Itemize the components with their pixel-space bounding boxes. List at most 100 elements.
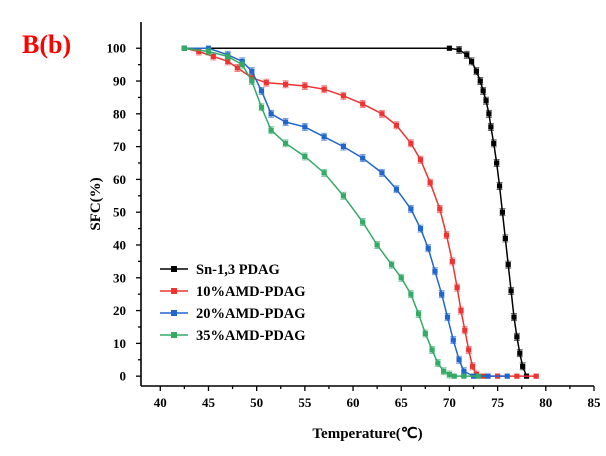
legend-marker (171, 266, 177, 272)
data-point (511, 314, 517, 320)
data-point (249, 68, 255, 74)
data-point (321, 86, 327, 92)
legend: Sn-1,3 PDAG 10%AMD-PDAG 20%AMD-PDAG 35%AMD-… (160, 262, 306, 344)
data-point (263, 80, 269, 86)
data-point (268, 127, 274, 133)
y-tick-label: 40 (113, 237, 126, 252)
data-point (485, 373, 491, 379)
y-tick-label: 80 (113, 106, 126, 121)
panel-label: B(b) (22, 30, 72, 59)
data-point (374, 242, 380, 248)
data-point (340, 93, 347, 99)
data-point (196, 48, 202, 55)
data-point (499, 209, 506, 215)
data-point (456, 357, 462, 363)
data-point (504, 373, 510, 379)
data-point (225, 58, 231, 64)
data-point (408, 291, 414, 297)
data-point (502, 235, 508, 242)
x-tick-label: 55 (298, 395, 312, 410)
data-point (393, 122, 400, 128)
data-point (282, 119, 289, 125)
x-tick-label: 60 (347, 395, 360, 410)
y-tick-label: 0 (120, 369, 127, 384)
data-point (225, 53, 231, 60)
data-point (282, 140, 289, 146)
data-point (379, 170, 385, 176)
data-point (441, 368, 447, 374)
y-axis-title: SFC(%) (88, 177, 104, 230)
data-point (486, 111, 492, 117)
data-point (491, 140, 497, 146)
ticks: 40 45 50 55 60 65 70 75 80 85 0 10 20 30 40 50 60 70 80 90 1… (107, 41, 602, 410)
data-point (408, 206, 414, 212)
data-point (422, 330, 428, 337)
y-tick-label: 100 (107, 41, 127, 56)
data-point (249, 78, 255, 84)
legend-label: 20%AMD-PDAG (196, 306, 306, 322)
data-point (462, 327, 468, 333)
legend-label: Sn-1,3 PDAG (196, 262, 280, 278)
data-point (417, 157, 424, 163)
data-point (429, 347, 435, 353)
x-tick-label: 80 (539, 395, 552, 410)
data-point (210, 53, 216, 60)
data-point (456, 47, 462, 53)
data-point (302, 83, 308, 89)
data-point (427, 180, 433, 186)
data-point (393, 186, 400, 192)
data-point (488, 124, 494, 130)
legend-marker (171, 310, 177, 316)
data-point (477, 78, 483, 84)
data-point (450, 337, 456, 343)
legend-marker (171, 288, 177, 294)
legend-label: 10%AMD-PDAG (196, 284, 306, 300)
data-point (181, 45, 187, 51)
data-point (268, 111, 274, 117)
data-point (425, 245, 431, 251)
data-point (468, 58, 475, 64)
data-point (205, 48, 212, 55)
data-point (483, 98, 489, 104)
series-line (184, 47, 479, 377)
data-point (360, 155, 366, 161)
data-point (464, 52, 470, 58)
series-1 (181, 45, 530, 379)
y-tick-label: 90 (113, 74, 126, 89)
data-point (340, 193, 347, 199)
data-point (458, 307, 464, 314)
data-point (533, 373, 539, 379)
data-point (321, 170, 327, 176)
data-point (449, 258, 455, 264)
data-point (461, 373, 467, 379)
data-point (258, 88, 265, 94)
data-point (379, 111, 385, 117)
data-point (437, 206, 443, 212)
data-point (321, 134, 327, 140)
data-point (360, 101, 366, 107)
data-point (388, 262, 395, 268)
data-point (475, 373, 481, 379)
data-point (398, 275, 404, 281)
series-layer (181, 45, 539, 379)
data-point (473, 68, 480, 74)
data-point (239, 62, 245, 68)
data-point (408, 140, 414, 146)
data-point (514, 334, 520, 340)
axes (140, 22, 594, 387)
data-point (466, 347, 472, 353)
data-point (514, 373, 520, 379)
data-point (282, 81, 289, 87)
data-point (469, 363, 476, 369)
data-point (446, 371, 453, 378)
x-tick-label: 70 (443, 395, 456, 410)
data-point (443, 232, 450, 238)
data-point (302, 153, 308, 160)
data-point (415, 311, 422, 317)
data-point (517, 350, 523, 356)
data-point (439, 291, 445, 297)
data-point (340, 144, 347, 150)
data-point (480, 88, 486, 94)
y-tick-label: 10 (113, 336, 126, 351)
